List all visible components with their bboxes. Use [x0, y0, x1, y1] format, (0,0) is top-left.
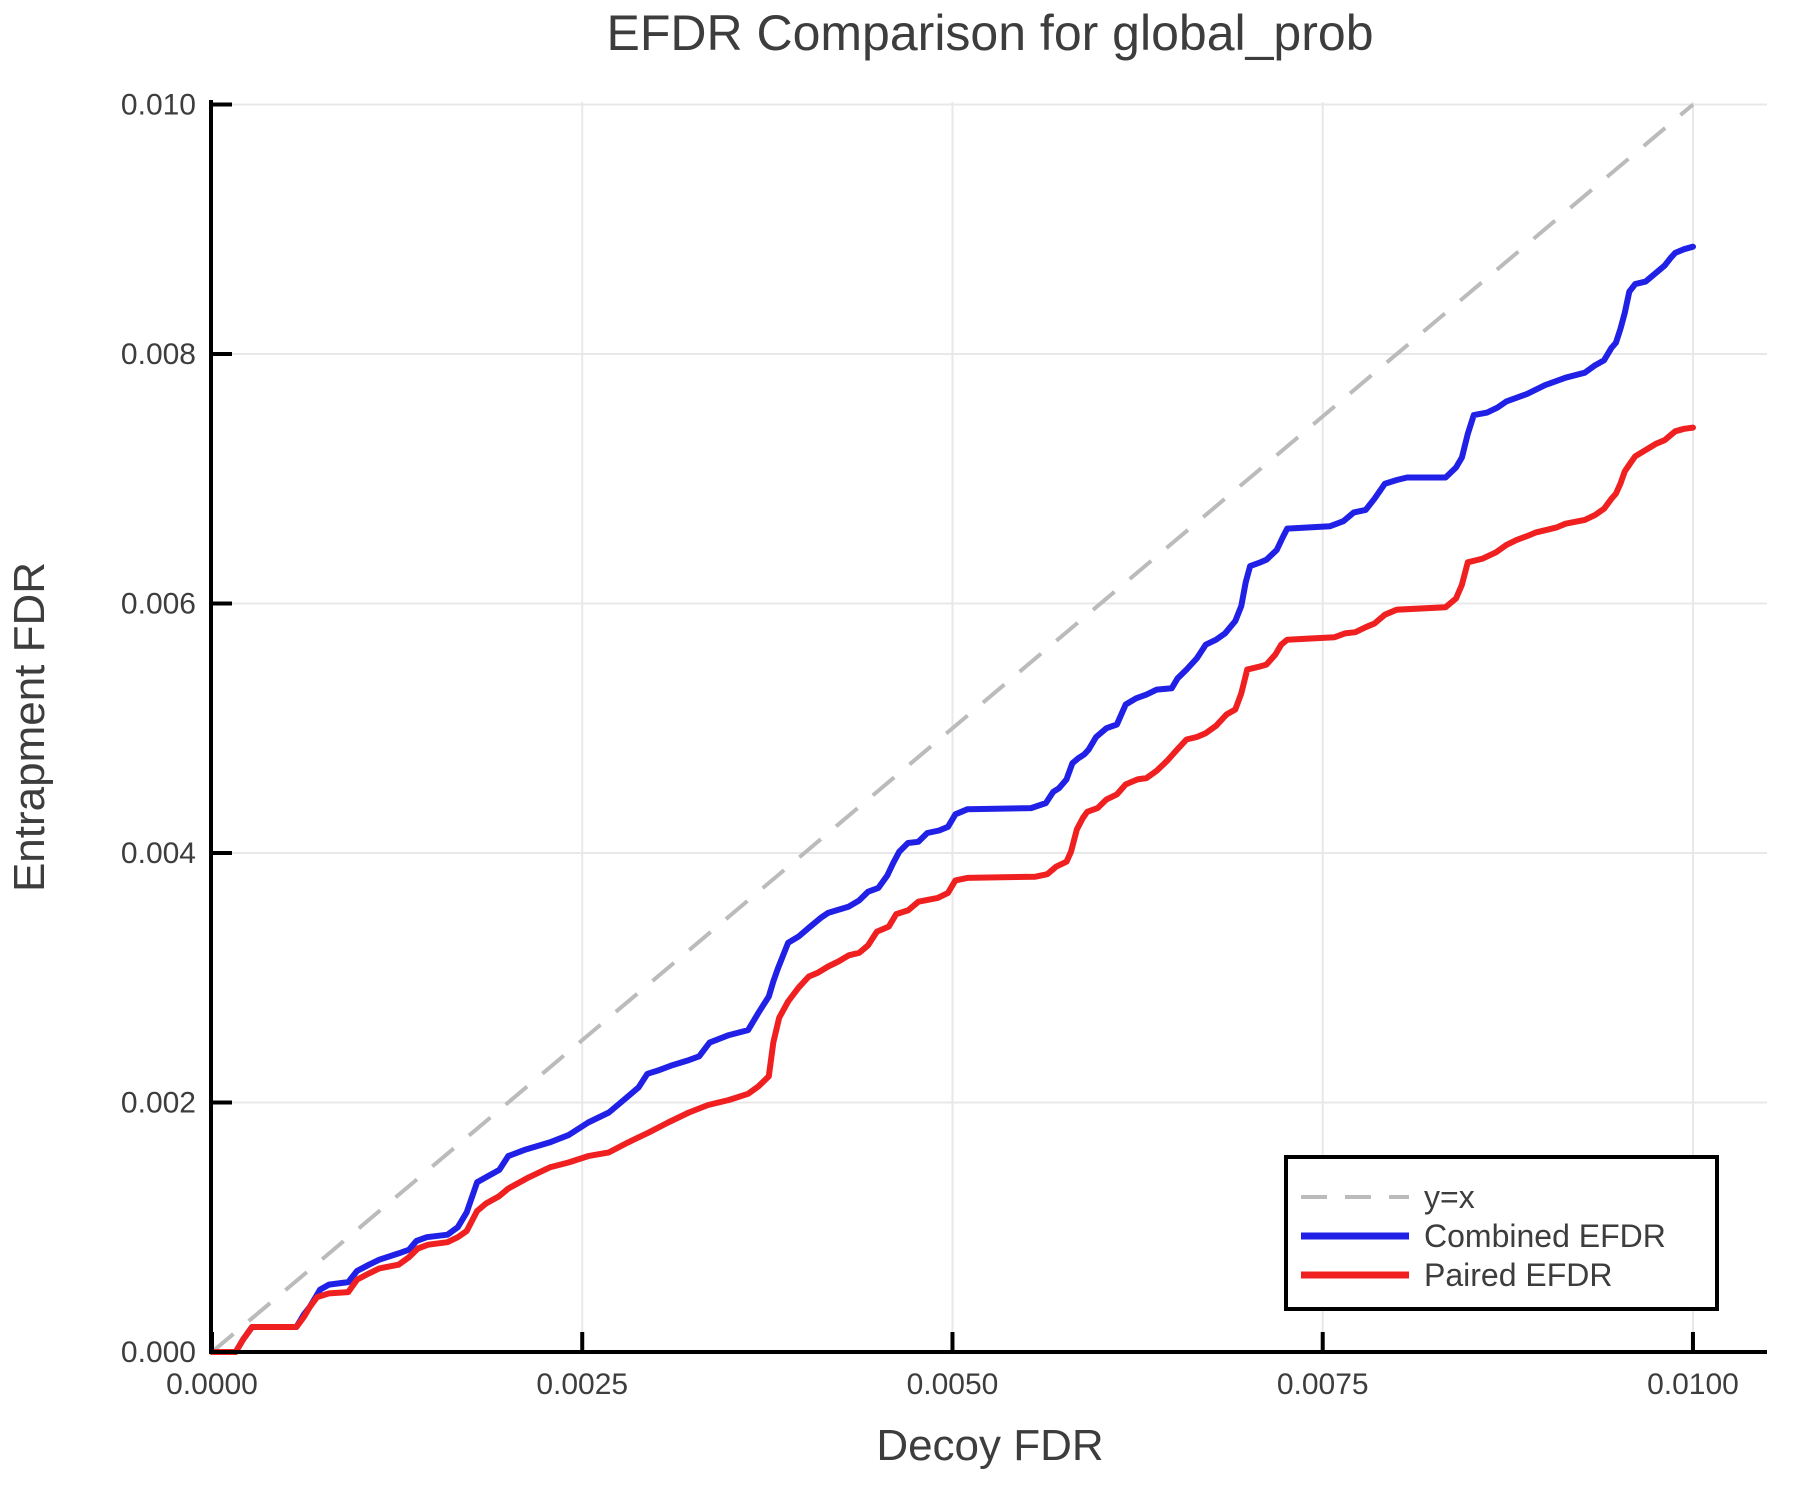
y-tick-label: 0.004: [121, 837, 196, 870]
x-tick-label: 0.0100: [1647, 1368, 1739, 1401]
series-line-combined-efdr: [209, 243, 1696, 1355]
series-line-paired-efdr: [209, 424, 1696, 1355]
y-tick-label: 0.008: [121, 338, 196, 371]
x-tick-label: 0.0025: [536, 1368, 628, 1401]
legend: y=x Combined EFDR Paired EFDR: [1284, 1155, 1719, 1311]
y-tick-label: 0.006: [121, 587, 196, 620]
gridlines-group: [212, 102, 1767, 1352]
series-group: [209, 102, 1696, 1355]
x-tick-label: 0.0050: [907, 1368, 999, 1401]
y-tick-label: 0.002: [121, 1086, 196, 1119]
ticks-group: [210, 102, 1695, 1354]
legend-label-identity: y=x: [1424, 1179, 1475, 1215]
tick-labels-group: 0.0000 0.0025 0.0050 0.0075 0.0100 0.000 0.002…: [121, 88, 1739, 1401]
legend-label-combined: Combined EFDR: [1424, 1218, 1666, 1254]
x-axis-label: Decoy FDR: [876, 1421, 1103, 1470]
legend-label-paired: Paired EFDR: [1424, 1257, 1613, 1293]
y-axis-label: Entrapment FDR: [5, 562, 54, 892]
y-tick-label: 0.000: [121, 1336, 196, 1369]
chart-title: EFDR Comparison for global_prob: [606, 5, 1373, 61]
series-line-y-x: [210, 102, 1695, 1354]
x-tick-label: 0.0075: [1277, 1368, 1369, 1401]
y-tick-label: 0.010: [121, 88, 196, 121]
x-tick-label: 0.0000: [166, 1368, 258, 1401]
